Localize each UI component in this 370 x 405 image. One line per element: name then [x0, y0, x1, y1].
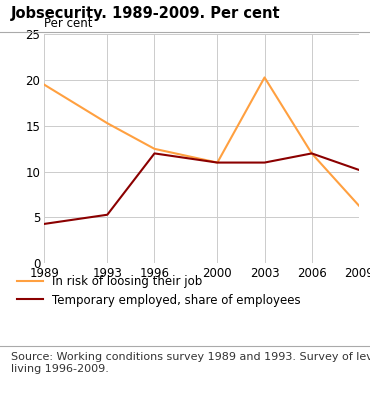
Text: Source: Working conditions survey 1989 and 1993. Survey of level of
living 1996-: Source: Working conditions survey 1989 a… — [11, 352, 370, 374]
Text: Jobsecurity. 1989-2009. Per cent: Jobsecurity. 1989-2009. Per cent — [11, 6, 281, 21]
Legend: In risk of loosing their job, Temporary employed, share of employees: In risk of loosing their job, Temporary … — [17, 275, 301, 307]
Text: Per cent: Per cent — [44, 17, 93, 30]
